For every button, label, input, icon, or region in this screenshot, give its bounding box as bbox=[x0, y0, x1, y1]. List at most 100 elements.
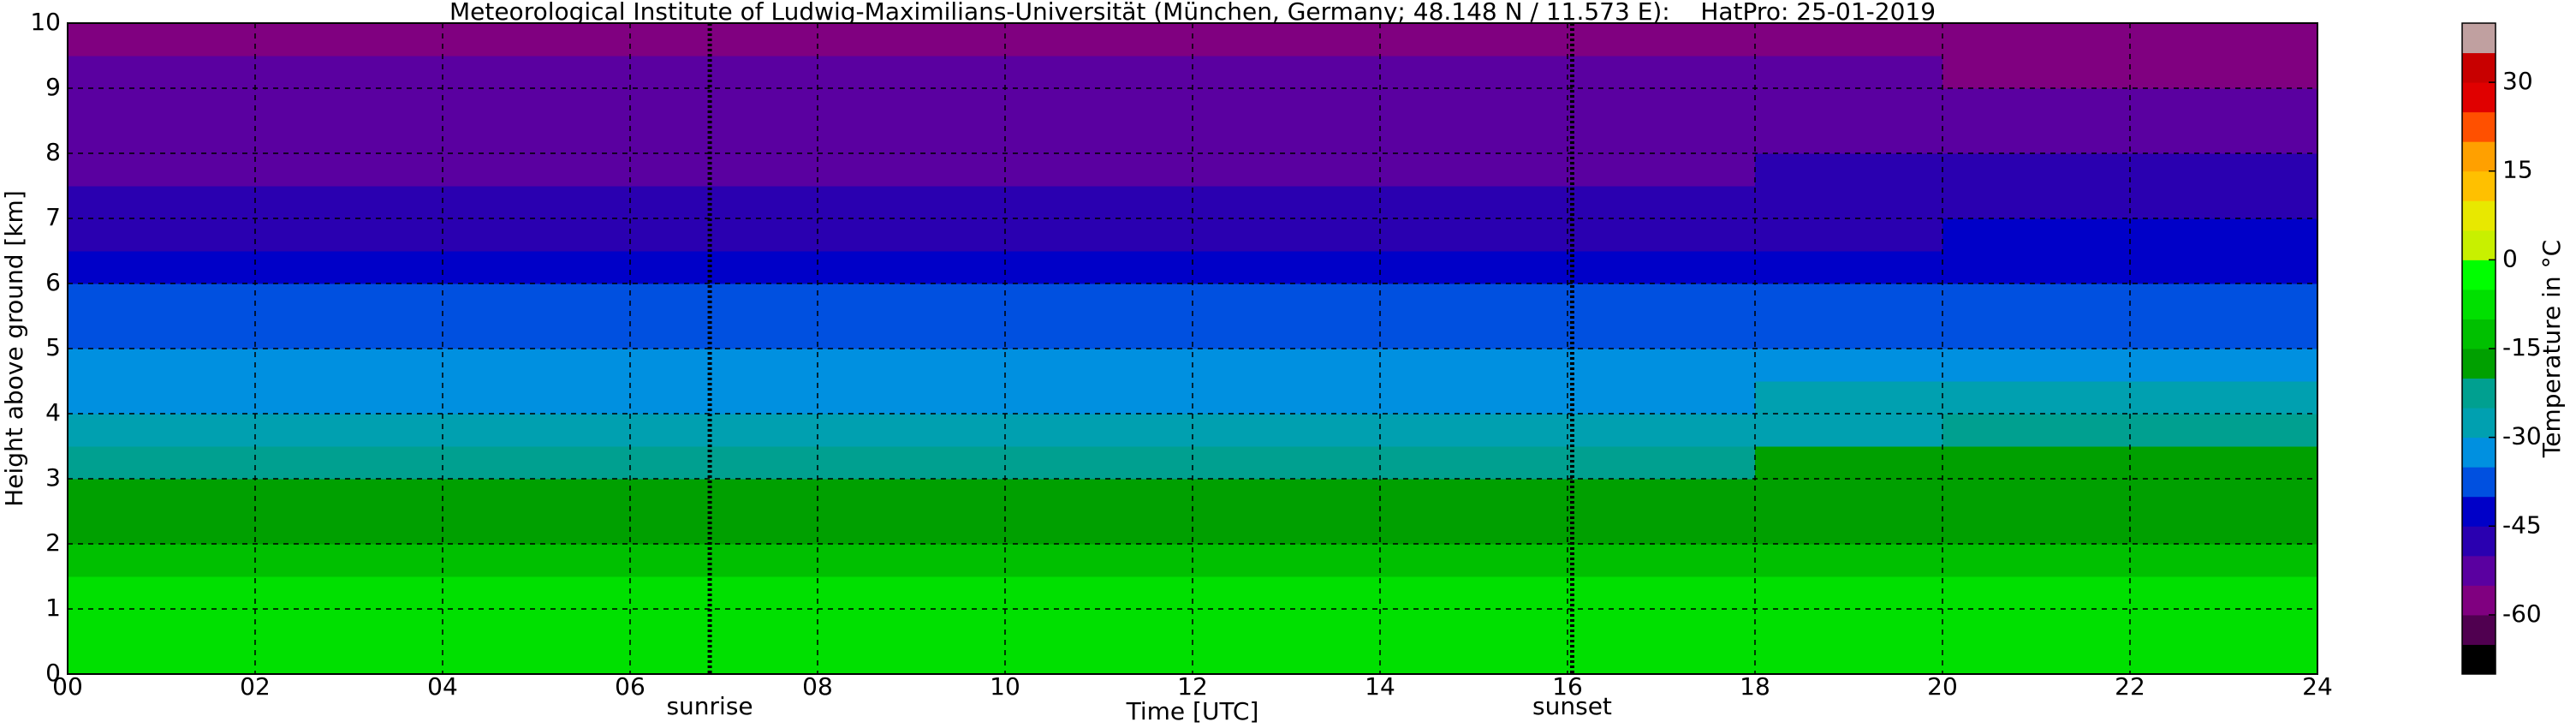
heat-cell bbox=[1568, 121, 1756, 154]
heat-cell bbox=[443, 349, 631, 382]
heat-cell bbox=[2130, 88, 2318, 122]
heat-cell bbox=[1755, 88, 1943, 122]
heat-cell bbox=[1380, 446, 1568, 480]
heat-cell bbox=[1568, 479, 1756, 512]
colorbar-segment bbox=[2462, 585, 2496, 616]
heat-cell bbox=[818, 544, 1006, 577]
y-tick-label: 5 bbox=[45, 333, 61, 361]
heat-cell bbox=[818, 381, 1006, 415]
heat-cell bbox=[630, 316, 818, 349]
heat-cell bbox=[1193, 153, 1381, 187]
heat-cell bbox=[2130, 576, 2318, 610]
heat-cell bbox=[2130, 23, 2318, 57]
heat-cell bbox=[1380, 641, 1568, 675]
colorbar-tick-label: -30 bbox=[2502, 422, 2542, 451]
heat-cell bbox=[68, 218, 256, 252]
heat-cell bbox=[1193, 56, 1381, 89]
x-axis-label: Time [UTC] bbox=[1126, 697, 1259, 725]
heat-cell bbox=[1568, 23, 1756, 57]
x-tick-label: 20 bbox=[1927, 672, 1958, 701]
heat-cell bbox=[1568, 609, 1756, 642]
heat-cell bbox=[1942, 609, 2131, 642]
y-tick-label: 9 bbox=[45, 73, 61, 101]
heat-cell bbox=[443, 251, 631, 284]
heat-cell bbox=[443, 153, 631, 187]
heat-cell bbox=[443, 414, 631, 447]
heat-cell bbox=[1755, 251, 1943, 284]
y-axis-label: Height above ground [km] bbox=[0, 190, 28, 507]
x-tick-label: 22 bbox=[2115, 672, 2145, 701]
heat-cell bbox=[1005, 121, 1193, 154]
heat-cell bbox=[1380, 218, 1568, 252]
heat-cell bbox=[68, 186, 256, 219]
x-tick-label: 08 bbox=[802, 672, 833, 701]
heat-cell bbox=[68, 153, 256, 187]
heat-cell bbox=[630, 88, 818, 122]
heat-cell bbox=[630, 544, 818, 577]
heat-cell bbox=[1005, 88, 1193, 122]
heat-cell bbox=[630, 153, 818, 187]
heat-cell bbox=[1005, 153, 1193, 187]
heat-cell bbox=[1193, 23, 1381, 57]
heat-cell bbox=[443, 186, 631, 219]
colorbar-segment bbox=[2462, 260, 2496, 290]
heat-cell bbox=[443, 544, 631, 577]
heat-cell bbox=[630, 511, 818, 545]
heat-cell bbox=[630, 23, 818, 57]
heat-cell bbox=[1568, 446, 1756, 480]
heat-cell bbox=[1755, 121, 1943, 154]
heat-cell bbox=[818, 641, 1006, 675]
heat-cell bbox=[255, 251, 443, 284]
heat-cell bbox=[68, 511, 256, 545]
heat-cell bbox=[68, 23, 256, 57]
heat-cell bbox=[1568, 381, 1756, 415]
heat-cell bbox=[443, 381, 631, 415]
y-tick-label: 7 bbox=[45, 203, 61, 231]
colorbar-segment bbox=[2462, 230, 2496, 260]
heat-cell bbox=[2130, 511, 2318, 545]
heat-cell bbox=[818, 88, 1006, 122]
heat-cell bbox=[1568, 186, 1756, 219]
heat-cell bbox=[1755, 56, 1943, 89]
heat-cell bbox=[1380, 88, 1568, 122]
heat-cell bbox=[255, 23, 443, 57]
y-tick-label: 3 bbox=[45, 463, 61, 492]
heat-cell bbox=[2130, 218, 2318, 252]
heat-cell bbox=[1380, 251, 1568, 284]
heat-cell bbox=[255, 576, 443, 610]
heat-cell bbox=[68, 381, 256, 415]
heat-cell bbox=[1568, 544, 1756, 577]
heat-cell bbox=[255, 479, 443, 512]
heat-cell bbox=[68, 609, 256, 642]
colorbar-segment bbox=[2462, 141, 2496, 172]
heat-cell bbox=[255, 609, 443, 642]
heat-cell bbox=[68, 544, 256, 577]
heat-cell bbox=[68, 121, 256, 154]
y-tick-label: 2 bbox=[45, 528, 61, 557]
heat-cell bbox=[1380, 316, 1568, 349]
heat-cell bbox=[68, 316, 256, 349]
heat-cell bbox=[630, 349, 818, 382]
colorbar-segment bbox=[2462, 200, 2496, 231]
heat-cell bbox=[1568, 576, 1756, 610]
x-tick-label: 12 bbox=[1177, 672, 1208, 701]
heat-cell bbox=[818, 576, 1006, 610]
heat-cell bbox=[1755, 153, 1943, 187]
heat-cell bbox=[443, 641, 631, 675]
x-tick-label: 02 bbox=[240, 672, 271, 701]
heat-cell bbox=[1380, 479, 1568, 512]
heat-cell bbox=[2130, 641, 2318, 675]
heat-cell bbox=[630, 381, 818, 415]
heat-cell bbox=[818, 23, 1006, 57]
heat-cell bbox=[255, 511, 443, 545]
heat-cell bbox=[1005, 56, 1193, 89]
heat-cell bbox=[1005, 446, 1193, 480]
heat-cell bbox=[1005, 316, 1193, 349]
heat-cell bbox=[818, 349, 1006, 382]
heat-cell bbox=[1942, 186, 2131, 219]
heat-cell bbox=[1568, 349, 1756, 382]
heat-cell bbox=[1755, 414, 1943, 447]
x-tick-label: 10 bbox=[990, 672, 1020, 701]
heat-cell bbox=[1942, 349, 2131, 382]
heat-cell bbox=[443, 218, 631, 252]
